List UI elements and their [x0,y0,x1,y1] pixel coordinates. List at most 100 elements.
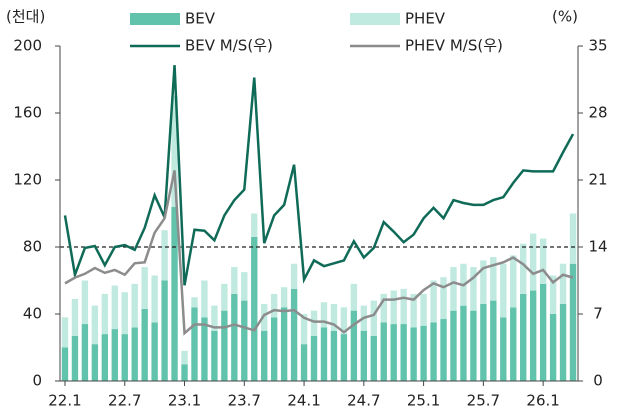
x-tick-label: 23.1 [168,392,201,410]
bar [480,303,487,381]
bar [81,324,89,381]
bar [251,213,258,237]
bar [350,283,358,311]
bar [470,310,477,381]
bar [181,350,188,365]
x-tick-label: 24.1 [287,392,320,410]
bar [360,330,368,381]
x-tick-label: 23.7 [228,392,261,410]
bar [380,322,387,381]
x-tick-label: 26.1 [526,392,559,410]
bar [221,310,228,381]
bar [559,303,567,381]
bar [221,283,228,311]
y-tick-label: 120 [13,171,42,189]
bar [510,255,517,308]
bar [559,263,567,304]
bar [539,238,547,284]
bar [171,96,178,207]
y-tick-label: 80 [23,238,42,256]
bar [111,285,118,330]
bar [569,263,577,381]
bar [181,364,188,381]
bar [121,334,128,381]
bar [370,335,377,381]
bar [370,300,377,336]
bar [280,287,288,308]
y2-tick-label: 21 [588,171,607,189]
bar [330,330,338,381]
bar [241,300,248,381]
y2-tick-label: 35 [588,37,607,55]
bar [231,267,238,294]
y2-unit-label: (%) [552,8,578,26]
bar [440,319,447,381]
bar [300,314,308,345]
bar [251,236,258,381]
bar [520,243,527,294]
bar [310,335,318,381]
bar [290,288,298,381]
bar [300,344,308,381]
bar [390,290,397,325]
bar [241,272,248,301]
bar [91,344,99,381]
bar [539,283,547,381]
bar [151,275,158,323]
bar [101,334,109,381]
bar [151,322,158,381]
bar [141,308,148,381]
bar [350,310,358,381]
bar [161,230,168,281]
bar [101,293,109,335]
y-tick-label: 40 [23,305,42,323]
y-unit-label: (천대) [6,8,45,26]
bar [71,335,79,381]
y2-tick-label: 28 [588,104,607,122]
bar [340,334,348,381]
bar [61,347,69,381]
bar [261,330,268,381]
bar [400,324,407,381]
bar [380,293,387,323]
bar [201,317,208,381]
bar [510,307,517,381]
bar [440,277,447,320]
x-tick-label: 25.7 [467,392,500,410]
y2-tick-label: 7 [593,305,603,323]
bar [131,327,138,381]
bar [270,317,278,381]
bar [390,324,397,381]
bar [420,325,427,381]
bar [450,267,457,311]
line-series [63,65,575,286]
bar [529,290,537,381]
bar [470,267,477,311]
bar [171,206,178,381]
bar [61,317,69,348]
bar [131,283,138,328]
legend-label: PHEV M/S(우) [405,37,503,55]
bar [450,310,457,381]
line-series [64,170,574,336]
bar [490,300,497,381]
legend-swatch [350,13,400,25]
bar [161,280,168,381]
bar [410,327,417,381]
bar [410,293,417,328]
x-tick-label: 25.1 [407,392,440,410]
bar [480,260,487,304]
bar [320,327,328,381]
bar [191,307,198,381]
bar [81,280,89,325]
legend-label: BEV M/S(우) [185,37,273,55]
bar [141,267,148,309]
y-tick-label: 200 [13,37,42,55]
bar [201,280,208,318]
bar [549,314,557,381]
bar [529,233,537,291]
bar [211,305,218,331]
y-tick-label: 0 [32,372,42,390]
bar [111,329,118,381]
